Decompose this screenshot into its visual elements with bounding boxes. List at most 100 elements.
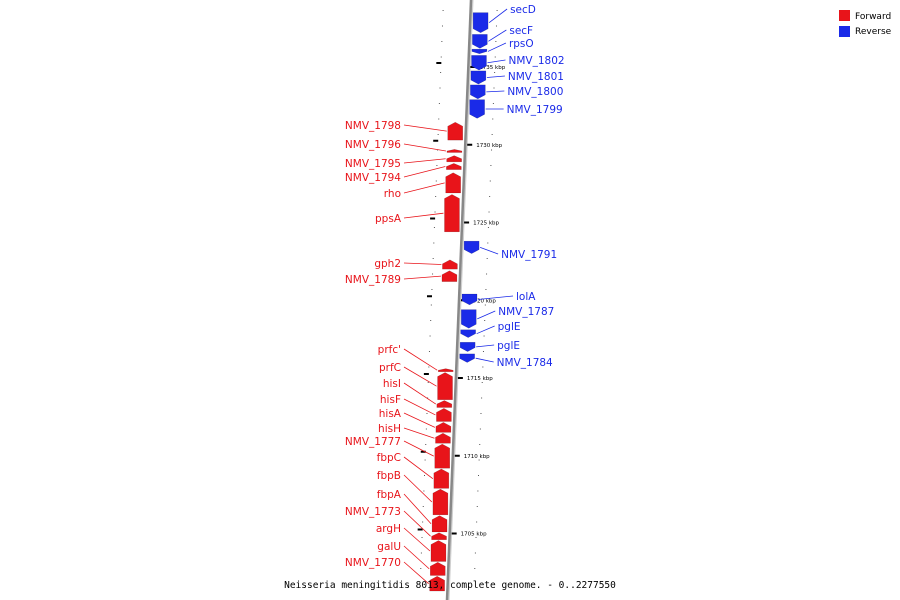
gene-arrow[interactable] xyxy=(469,99,485,119)
scale-dot xyxy=(494,56,496,58)
tick-mark-left xyxy=(420,450,426,453)
gene-arrow[interactable] xyxy=(463,240,480,254)
gene-arrow[interactable] xyxy=(433,468,450,489)
gene-arrow[interactable] xyxy=(445,172,461,194)
scale-dot xyxy=(482,366,484,368)
gene-arrow[interactable] xyxy=(444,194,460,233)
legend-forward-label: Forward xyxy=(855,12,891,22)
gene-arrow[interactable] xyxy=(471,48,488,55)
gene-label[interactable]: ppsA xyxy=(375,213,402,225)
gene-label[interactable]: hisI xyxy=(383,378,401,390)
axis-line xyxy=(445,0,473,600)
gene-arrow[interactable] xyxy=(447,121,464,141)
gene-arrow[interactable] xyxy=(470,84,486,100)
label-leader xyxy=(477,310,496,320)
scale-dot xyxy=(478,475,479,476)
gene-arrow[interactable] xyxy=(429,561,446,576)
gene-label[interactable]: secD xyxy=(510,4,536,16)
gene-label[interactable]: fbpB xyxy=(377,470,401,482)
scale-dot xyxy=(424,459,426,461)
gene-label[interactable]: rho xyxy=(384,188,401,200)
gene-label[interactable]: NMV_1800 xyxy=(507,86,563,98)
gene-arrow[interactable] xyxy=(460,329,476,338)
gene-label[interactable]: argH xyxy=(376,523,401,535)
gene-label[interactable]: NMV_1801 xyxy=(508,71,564,83)
scale-dot xyxy=(422,521,424,523)
gene-arrow[interactable] xyxy=(432,488,449,516)
gene-arrow[interactable] xyxy=(446,163,462,170)
scale-dot xyxy=(428,351,430,352)
scale-dot xyxy=(493,87,495,89)
gene-label[interactable]: fbpC xyxy=(377,452,401,464)
gene-label[interactable]: NMV_1796 xyxy=(345,139,401,151)
gene-label[interactable]: NMV_1787 xyxy=(498,306,554,318)
scale-dot xyxy=(420,568,422,569)
gene-arrow[interactable] xyxy=(460,309,477,329)
scale-dot xyxy=(435,196,437,197)
gene-arrow[interactable] xyxy=(430,540,447,562)
gene-label[interactable]: hisH xyxy=(378,423,401,435)
gene-label[interactable]: NMV_1794 xyxy=(345,172,401,184)
gene-arrow[interactable] xyxy=(436,408,452,422)
scale-dot xyxy=(422,506,424,507)
gene-arrow[interactable] xyxy=(459,341,476,352)
scale-dot xyxy=(433,227,435,228)
gene-arrow[interactable] xyxy=(434,443,451,469)
gene-label[interactable]: pglE xyxy=(497,340,520,352)
scale-dot xyxy=(487,242,489,244)
gene-label[interactable]: fbpA xyxy=(377,489,402,501)
gene-arrow[interactable] xyxy=(437,368,454,373)
gene-arrow[interactable] xyxy=(435,422,452,433)
label-leader xyxy=(403,158,446,164)
gene-arrow[interactable] xyxy=(446,149,463,153)
gene-arrow[interactable] xyxy=(431,532,447,540)
gene-arrow[interactable] xyxy=(442,259,458,270)
gene-arrow[interactable] xyxy=(431,515,448,533)
tick-mark-left xyxy=(436,62,442,64)
scale-dot xyxy=(431,289,433,290)
gene-label[interactable]: pglE xyxy=(498,321,521,333)
gene-arrow[interactable] xyxy=(471,55,487,71)
scale-dot xyxy=(484,304,486,306)
scale-dot xyxy=(483,335,485,337)
gene-arrow[interactable] xyxy=(459,353,475,363)
gene-arrow[interactable] xyxy=(441,270,458,282)
gene-label[interactable]: NMV_1795 xyxy=(345,158,401,170)
label-leader xyxy=(487,59,506,64)
scale-dot xyxy=(487,227,489,228)
gene-arrow[interactable] xyxy=(436,400,453,408)
gene-label[interactable]: NMV_1798 xyxy=(345,120,401,132)
gene-arrow[interactable] xyxy=(437,372,453,401)
gene-label[interactable]: NMV_1789 xyxy=(345,274,401,286)
gene-label[interactable]: NMV_1773 xyxy=(345,506,401,518)
gene-label[interactable]: NMV_1777 xyxy=(345,436,401,448)
gene-arrow[interactable] xyxy=(435,432,451,444)
scale-dot xyxy=(441,41,443,42)
gene-arrow[interactable] xyxy=(446,155,462,163)
gene-label[interactable]: NMV_1791 xyxy=(501,249,557,261)
gene-label[interactable]: prfc' xyxy=(378,344,401,356)
label-leader xyxy=(479,247,499,255)
tick-label: 1720 kbp xyxy=(470,298,496,304)
gene-label[interactable]: secF xyxy=(509,25,533,37)
gene-arrow[interactable] xyxy=(429,575,445,592)
gene-label[interactable]: lolA xyxy=(516,291,536,303)
gene-label[interactable]: NMV_1770 xyxy=(345,557,401,569)
tick-mark xyxy=(454,454,460,457)
gene-label[interactable]: prfC xyxy=(379,362,401,374)
gene-label[interactable]: hisF xyxy=(380,394,401,406)
label-leader xyxy=(476,344,495,348)
gene-arrow[interactable] xyxy=(461,293,478,306)
gene-label[interactable]: rpsO xyxy=(509,38,534,50)
label-leader xyxy=(403,212,444,219)
gene-label[interactable]: galU xyxy=(377,541,401,553)
gene-label[interactable]: hisA xyxy=(379,408,402,420)
gene-arrow[interactable] xyxy=(470,70,487,85)
gene-label[interactable]: NMV_1799 xyxy=(507,104,563,116)
gene-label[interactable]: gph2 xyxy=(374,258,401,270)
gene-label[interactable]: NMV_1784 xyxy=(497,357,553,369)
gene-label[interactable]: NMV_1802 xyxy=(508,55,564,67)
gene-arrow[interactable] xyxy=(472,12,489,34)
gene-arrow[interactable] xyxy=(472,34,488,49)
